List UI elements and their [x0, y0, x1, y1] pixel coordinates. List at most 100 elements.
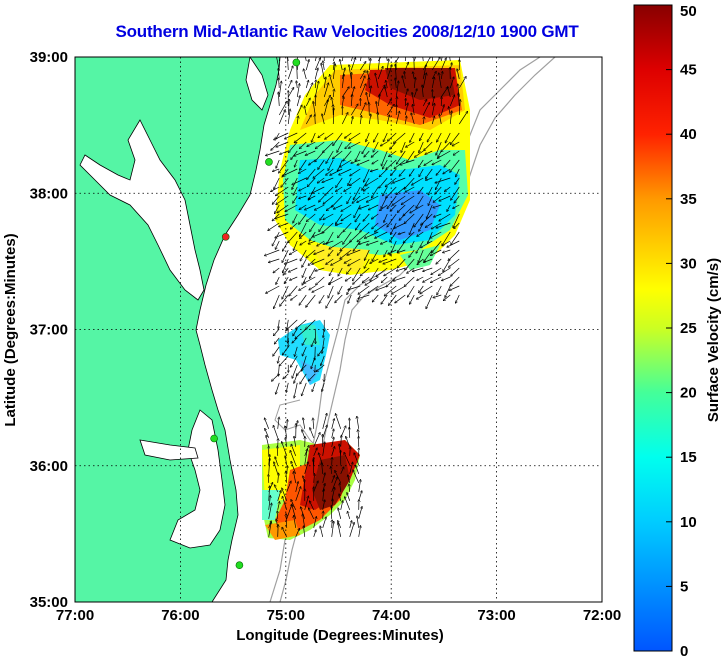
velocity-vector: [276, 195, 289, 204]
radar-stations: [210, 58, 301, 570]
velocity-vector: [333, 108, 334, 125]
velocity-vector: [453, 204, 460, 208]
velocity-vector: [371, 150, 379, 157]
velocity-vector: [404, 103, 408, 116]
velocity-vector: [423, 267, 433, 271]
velocity-vector: [311, 355, 316, 369]
velocity-vector: [435, 186, 442, 194]
colorbar-tick-label: 15: [680, 449, 697, 466]
velocity-vector: [336, 186, 343, 191]
velocity-vector: [349, 521, 352, 528]
velocity-vector: [404, 57, 407, 62]
velocity-vector: [341, 204, 352, 211]
velocity-vector: [293, 240, 298, 250]
velocity-vector: [344, 258, 352, 263]
velocity-vector: [384, 285, 397, 296]
velocity-vector: [422, 57, 424, 62]
velocity-vector: [454, 195, 460, 203]
velocity-vector: [333, 89, 334, 98]
velocity-vector: [431, 267, 442, 274]
velocity-vector: [436, 258, 442, 264]
velocity-vector: [331, 476, 335, 483]
velocity-vector: [390, 231, 397, 242]
velocity-vector: [447, 204, 451, 211]
velocity-vector: [404, 177, 415, 189]
velocity-vector: [410, 294, 415, 304]
velocity-vector: [383, 258, 397, 264]
velocity-vector: [299, 204, 307, 209]
velocity-vector: [424, 258, 433, 262]
colorbar-tick-label: 20: [680, 385, 697, 402]
velocity-vector: [415, 150, 424, 157]
velocity-vector: [339, 168, 352, 175]
velocity-vector: [377, 94, 380, 107]
velocity-vector: [344, 453, 351, 466]
velocity-vector: [272, 231, 280, 246]
velocity-vector: [414, 213, 424, 227]
velocity-vector: [277, 502, 280, 510]
velocity-vector: [315, 267, 325, 271]
velocity-vector: [312, 285, 325, 292]
velocity-vector: [448, 87, 451, 98]
velocity-vectors: [265, 57, 468, 538]
velocity-vector: [321, 63, 325, 80]
velocity-vector: [411, 240, 415, 247]
velocity-vector: [423, 276, 433, 282]
velocity-vector: [323, 141, 334, 152]
velocity-vector: [349, 141, 361, 148]
velocity-vector: [340, 240, 352, 250]
velocity-vector: [398, 231, 406, 234]
velocity-vector: [293, 213, 298, 223]
velocity-vector: [437, 150, 451, 158]
velocity-vector: [333, 132, 343, 145]
velocity-vector: [392, 195, 406, 205]
velocity-vector: [294, 516, 297, 528]
velocity-vector: [366, 195, 379, 202]
velocity-vector: [336, 414, 342, 429]
velocity-vector: [314, 57, 317, 62]
velocity-vector: [386, 159, 397, 169]
velocity-vector: [449, 95, 454, 107]
velocity-vector: [320, 526, 324, 537]
velocity-vector: [278, 364, 279, 376]
velocity-vector: [288, 231, 298, 243]
velocity-vector: [392, 285, 406, 294]
velocity-vector: [451, 186, 460, 200]
velocity-vector: [372, 222, 379, 229]
velocity-vector: [304, 462, 308, 474]
velocity-vector: [274, 294, 280, 308]
velocity-vector: [341, 74, 344, 89]
velocity-vector: [386, 81, 388, 89]
velocity-vector: [326, 294, 334, 308]
velocity-vector: [439, 267, 451, 275]
velocity-vector: [399, 213, 406, 220]
velocity-vector: [456, 168, 460, 177]
velocity-vector: [396, 267, 406, 271]
velocity-vector: [364, 168, 370, 182]
velocity-vector: [281, 177, 289, 187]
velocity-vector: [300, 373, 307, 384]
velocity-vector: [268, 522, 271, 537]
velocity-vector: [386, 276, 397, 287]
velocity-vector: [318, 159, 325, 169]
velocity-vector: [389, 150, 397, 156]
velocity-vector: [318, 177, 325, 183]
velocity-vector: [338, 231, 343, 238]
velocity-vector: [375, 73, 379, 89]
velocity-vector: [414, 78, 415, 89]
velocity-vector: [358, 526, 361, 537]
velocity-vector: [358, 285, 370, 294]
velocity-vector: [305, 115, 311, 125]
velocity-vector: [268, 222, 280, 230]
velocity-vector: [359, 76, 365, 89]
velocity-vector: [359, 71, 365, 80]
velocity-vector: [422, 103, 429, 116]
velocity-vector: [322, 382, 325, 391]
velocity-vector: [282, 346, 289, 355]
velocity-vector: [439, 114, 442, 125]
velocity-vector: [308, 195, 316, 199]
velocity-vector: [322, 442, 325, 456]
velocity-vector: [323, 83, 328, 98]
velocity-vector: [374, 132, 379, 142]
